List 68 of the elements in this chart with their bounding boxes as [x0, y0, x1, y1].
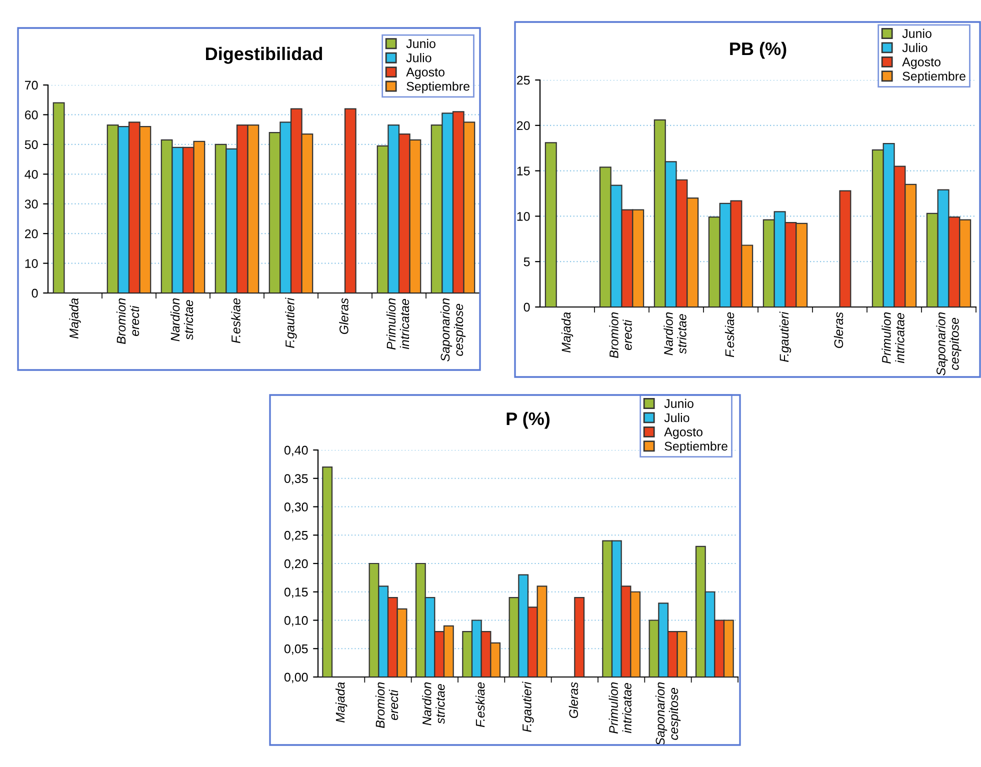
bar — [574, 596, 585, 677]
x-tick-label: Gleras — [834, 312, 844, 348]
x-tick-label: Gleras — [568, 682, 578, 718]
x-tick-label: Saponarion cespitose — [440, 298, 466, 362]
y-tick-label: 40 — [24, 170, 38, 179]
y-tick-label: 0,05 — [284, 644, 308, 655]
bar — [322, 466, 333, 677]
x-tick-label: Primulion intricatae — [386, 298, 410, 350]
legend-label: Junio — [902, 28, 932, 38]
x-tick-label: F.gautieri — [522, 682, 534, 732]
y-tick-label: 10 — [517, 212, 530, 221]
x-tick-label: F.gautieri — [285, 298, 297, 348]
x-tick-label: F.eskiae — [724, 312, 734, 358]
y-tick-label: 0,25 — [284, 530, 308, 542]
x-tick-label: Majada — [561, 312, 574, 352]
y-tick-label: 30 — [24, 200, 38, 209]
legend-label: Septiembre — [902, 71, 966, 84]
x-tick-label: F.eskiae — [476, 682, 485, 728]
x-tick-label: Bromion erecti — [609, 312, 632, 358]
legend-label: Julio — [664, 412, 690, 422]
y-tick-label: 20 — [25, 229, 38, 238]
legend-label: Junio — [664, 398, 694, 408]
y-tick-label: 0,35 — [284, 474, 308, 485]
x-tick-label: Saponarion cespitose — [655, 682, 681, 746]
legend-label: Septiembre — [664, 441, 728, 454]
x-tick-label: Saponarion cespitose — [936, 312, 962, 376]
chart-title: Digestibilidad — [206, 46, 322, 64]
y-tick-label: 20 — [517, 121, 530, 130]
y-tick-label: 0,00 — [284, 672, 308, 684]
y-tick-label: 0,40 — [284, 446, 308, 456]
legend-label: Agosto — [902, 58, 940, 69]
legend-label: Julio — [406, 53, 432, 62]
x-tick-label: Bromion erecti — [375, 682, 398, 728]
bar — [839, 190, 852, 307]
chart-title: PB (%) — [730, 42, 786, 59]
y-tick-label: 15 — [517, 166, 530, 176]
x-tick-label: Primulion intricatae — [608, 682, 632, 734]
bar — [52, 102, 65, 293]
x-tick-label: Nardion strictae — [422, 682, 445, 726]
y-tick-label: 0,30 — [284, 502, 308, 513]
bar — [544, 142, 557, 307]
y-tick-label: 70 — [25, 80, 38, 90]
x-tick-label: Nardion strictae — [170, 298, 194, 342]
x-tick-label: Majada — [336, 682, 348, 722]
legend-label: Junio — [406, 38, 436, 48]
x-tick-label: Nardion strictae — [664, 312, 686, 356]
legend-label: Agosto — [406, 68, 444, 79]
y-tick-label: 0,10 — [284, 616, 308, 626]
x-tick-label: F.eskiae — [231, 298, 240, 344]
y-tick-label: 50 — [24, 140, 38, 150]
bar — [344, 108, 356, 293]
legend-label: Septiembre — [406, 82, 470, 94]
x-tick-label: Majada — [69, 298, 81, 338]
y-tick-label: 0 — [524, 302, 530, 312]
chart-title: P (%) — [506, 412, 550, 429]
legend-label: Agosto — [664, 428, 702, 439]
y-tick-label: 25 — [517, 76, 530, 85]
x-tick-label: Gleras — [339, 298, 348, 334]
y-tick-label: 10 — [25, 259, 38, 268]
legend-label: Julio — [902, 42, 928, 52]
y-tick-label: 0,15 — [284, 588, 308, 598]
y-tick-label: 0,20 — [284, 559, 308, 570]
x-tick-label: Bromion erecti — [116, 298, 140, 344]
x-tick-label: Primulion intricatae — [882, 312, 904, 364]
x-tick-label: F.gautieri — [779, 312, 792, 362]
y-tick-label: 5 — [524, 258, 530, 266]
y-tick-label: 60 — [25, 110, 38, 120]
y-tick-label: 0 — [32, 288, 38, 298]
